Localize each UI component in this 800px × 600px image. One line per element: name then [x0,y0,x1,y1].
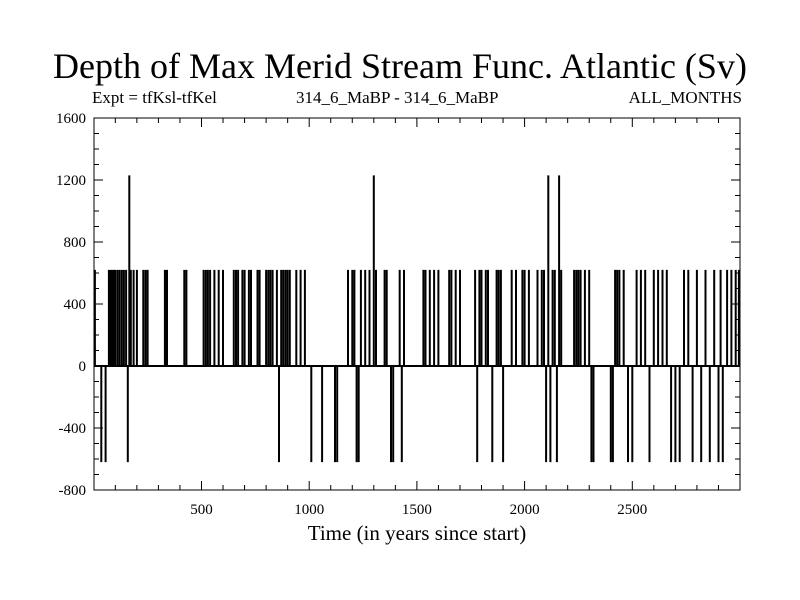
y-tick-label: 0 [79,359,87,375]
y-tick-label: 1200 [56,173,86,189]
y-tick-label: 800 [64,235,87,251]
axis-layer: -800 -400 0 400 800 1200 1600 500 1000 1500 2000 25… [56,111,741,518]
x-tick-label: 2500 [617,502,647,518]
chart-title: Depth of Max Merid Stream Func. Atlantic… [53,46,747,86]
y-tick-label: -800 [59,483,87,499]
x-axis-label: Time (in years since start) [307,521,527,545]
x-tick-label: 2000 [510,502,540,518]
y-tick-label: -400 [59,421,87,437]
x-tick-label: 1000 [294,502,324,518]
period-label: 314_6_MaBP - 314_6_MaBP [296,88,499,107]
series-line [93,175,740,463]
plot-frame [93,117,741,491]
months-label: ALL_MONTHS [628,88,742,107]
x-tick-label: 500 [190,502,213,518]
data-layer [93,175,740,463]
y-tick-label: 1600 [56,111,86,127]
x-tick-label: 1500 [402,502,432,518]
experiment-label: Expt = tfKsl-tfKel [92,88,217,107]
y-tick-label: 400 [64,297,87,313]
